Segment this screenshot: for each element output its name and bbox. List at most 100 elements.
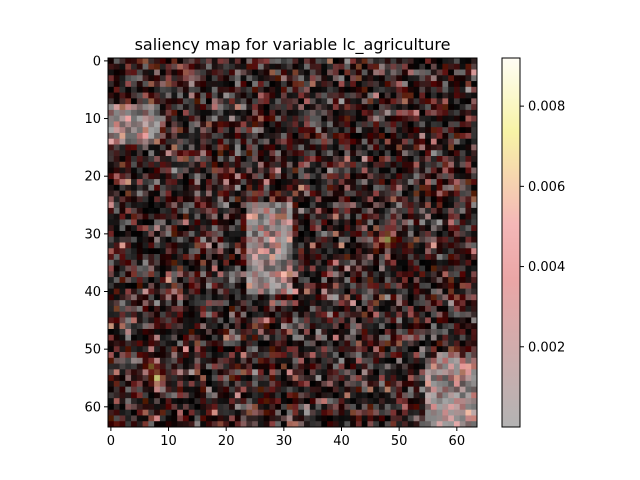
heatmap-cell	[171, 415, 178, 422]
heatmap-cell	[430, 184, 438, 192]
heatmap-cell	[142, 127, 149, 134]
heatmap-cell	[240, 167, 247, 174]
heatmap-cell	[142, 328, 149, 336]
heatmap-cell	[182, 346, 190, 353]
heatmap-cell	[165, 219, 172, 226]
heatmap-cell	[194, 173, 201, 180]
heatmap-cell	[459, 242, 466, 249]
heatmap-cell	[200, 305, 207, 313]
heatmap-cell	[384, 288, 391, 295]
heatmap-cell	[321, 334, 328, 341]
heatmap-cell	[119, 421, 126, 427]
heatmap-cell	[159, 109, 167, 117]
heatmap-cell	[396, 86, 403, 93]
heatmap-cell	[361, 132, 368, 140]
heatmap-cell	[177, 403, 184, 411]
heatmap-cell	[165, 352, 172, 359]
heatmap-cell	[448, 190, 455, 197]
heatmap-cell	[419, 242, 426, 249]
heatmap-cell	[206, 121, 213, 128]
heatmap-cell	[165, 421, 172, 427]
heatmap-cell	[298, 115, 305, 122]
heatmap-cell	[373, 357, 380, 364]
heatmap-cell	[125, 196, 132, 203]
heatmap-cell	[407, 121, 414, 128]
heatmap-cell	[304, 98, 311, 105]
heatmap-cell	[286, 98, 293, 105]
heatmap-cell	[315, 115, 322, 122]
heatmap-cell	[119, 104, 126, 111]
heatmap-cell	[407, 375, 414, 382]
heatmap-cell	[113, 219, 120, 226]
heatmap-cell	[159, 375, 167, 382]
heatmap-cell	[252, 317, 259, 324]
heatmap-cell	[113, 259, 120, 266]
heatmap-cell	[332, 190, 340, 197]
heatmap-cell	[338, 184, 345, 192]
heatmap-cell	[436, 375, 443, 382]
heatmap-cell	[327, 190, 334, 197]
heatmap-cell	[425, 334, 432, 341]
heatmap-cell	[355, 219, 363, 226]
heatmap-cell	[390, 104, 397, 111]
heatmap-cell	[448, 259, 455, 266]
heatmap-cell	[263, 86, 270, 93]
heatmap-cell	[148, 219, 155, 226]
heatmap-cell	[430, 317, 438, 324]
heatmap-cell	[367, 346, 374, 353]
heatmap-cell	[217, 300, 224, 307]
heatmap-cell	[148, 144, 155, 151]
heatmap-cell	[413, 409, 420, 416]
heatmap-cell	[344, 398, 351, 405]
heatmap-cell	[402, 386, 409, 393]
heatmap-cell	[257, 242, 265, 249]
heatmap-cell	[217, 132, 224, 140]
heatmap-cell	[113, 98, 120, 105]
heatmap-cell	[252, 138, 259, 145]
heatmap-cell	[459, 202, 466, 209]
heatmap-cell	[309, 294, 316, 301]
heatmap-cell	[188, 150, 195, 157]
heatmap-cell	[136, 173, 143, 180]
heatmap-cell	[125, 334, 132, 341]
heatmap-cell	[304, 271, 311, 278]
heatmap-cell	[280, 81, 288, 88]
heatmap-cell	[240, 386, 247, 393]
heatmap-cell	[373, 202, 380, 209]
heatmap-cell	[350, 311, 357, 318]
heatmap-cell	[425, 271, 432, 278]
heatmap-cell	[338, 75, 345, 82]
heatmap-cell	[194, 104, 201, 111]
heatmap-cell	[131, 300, 138, 307]
heatmap-cell	[465, 132, 472, 140]
heatmap-cell	[453, 92, 461, 99]
heatmap-cell	[154, 104, 161, 111]
heatmap-cell	[131, 277, 138, 284]
heatmap-cell	[298, 184, 305, 192]
heatmap-cell	[402, 173, 409, 180]
heatmap-cell	[315, 415, 322, 422]
heatmap-cell	[280, 311, 288, 318]
heatmap-cell	[240, 328, 247, 336]
x-tick-label: 0	[107, 434, 115, 449]
heatmap-cell	[113, 403, 120, 411]
heatmap-cell	[269, 173, 276, 180]
heatmap-cell	[234, 392, 242, 399]
heatmap-cell	[269, 58, 276, 65]
heatmap-cell	[304, 207, 311, 215]
heatmap-cell	[350, 392, 357, 399]
heatmap-cell	[252, 196, 259, 203]
heatmap-cell	[136, 115, 143, 122]
heatmap-cell	[442, 392, 449, 399]
heatmap-cell	[332, 248, 340, 255]
heatmap-cell	[131, 184, 138, 192]
heatmap-cell	[419, 311, 426, 318]
heatmap-cell	[384, 81, 391, 88]
heatmap-cell	[373, 132, 380, 140]
heatmap-cell	[384, 219, 391, 226]
heatmap-cell	[361, 380, 368, 388]
heatmap-cell	[361, 392, 368, 399]
heatmap-cell	[309, 328, 316, 336]
heatmap-cell	[332, 415, 340, 422]
heatmap-cell	[252, 380, 259, 388]
